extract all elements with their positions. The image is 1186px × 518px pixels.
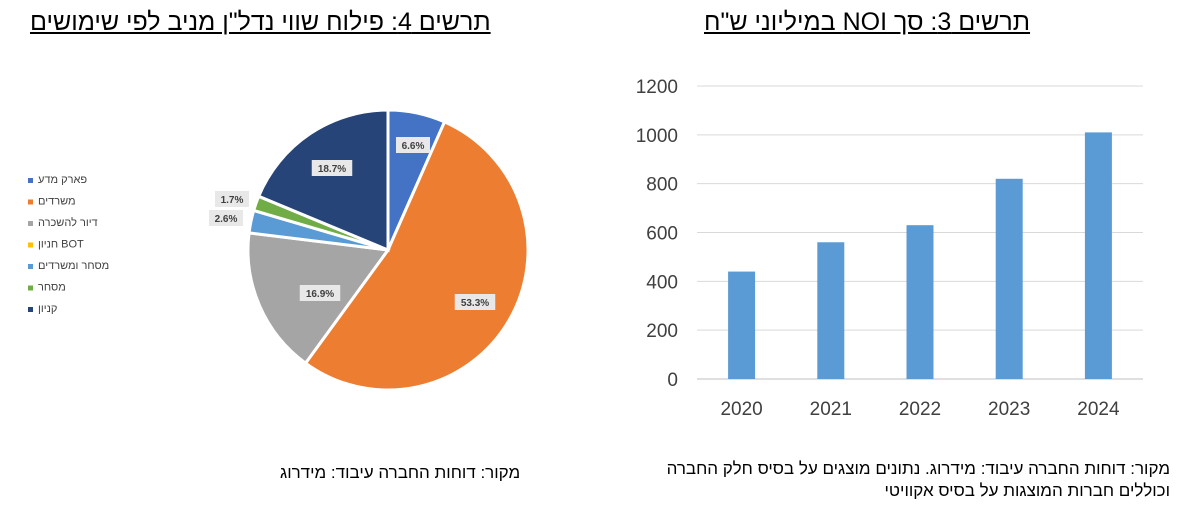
x-tick-label: 2020 (720, 399, 762, 420)
y-tick-label: 1000 (636, 126, 678, 147)
pie-slice (303, 119, 530, 392)
pie-data-label: 6.6% (402, 141, 425, 152)
legend-entry: פארק מדע (38, 174, 87, 186)
pie-data-label-box (299, 285, 341, 301)
pie-data-label: 18.7% (318, 164, 346, 175)
x-tick-label: 2023 (988, 399, 1030, 420)
legend-swatch (28, 178, 33, 183)
legend-entry: חניון BOT (38, 239, 84, 251)
bar (817, 242, 845, 379)
legend-swatch (28, 307, 33, 312)
bar-chart-source-line-1: מקור: דוחות החברה עיבוד: מידרוג. נתונים … (666, 459, 1170, 478)
x-tick-label: 2021 (810, 399, 852, 420)
x-tick-label: 2024 (1077, 399, 1120, 420)
pie-data-label: 16.9% (306, 289, 334, 300)
y-tick-label: 1200 (636, 77, 678, 98)
bar-chart: 0 200 400 600 800 1000 1200 2020 2021 2022 2023 202… (636, 77, 1143, 420)
y-tick-label: 0 (667, 370, 678, 391)
y-tick-label: 200 (646, 321, 678, 342)
pie-data-label: 2.6% (215, 214, 238, 225)
pie-data-label: 53.3% (461, 298, 489, 309)
bar-chart-source-line-2: וכוללים חברות המוצגות על בסיס אקוויטי (884, 481, 1170, 500)
pie-data-label-box (311, 160, 353, 176)
legend-swatch (28, 199, 33, 205)
bar (995, 178, 1023, 379)
pie-data-label: 1.7% (221, 195, 244, 206)
pie-data-label-box (209, 210, 243, 226)
pie-chart: 6.6% 53.3% 16.9% 2.6% 1.7% 18.7% פארק מדע משרדי… (28, 108, 530, 392)
legend-swatch (28, 242, 33, 248)
y-tick-label: 800 (646, 175, 678, 196)
pie-data-label-box (396, 137, 430, 153)
pie-chart-source: מקור: דוחות החברה עיבוד: מידרוג (280, 463, 521, 482)
x-tick-label: 2022 (899, 399, 941, 420)
y-tick-label: 600 (646, 224, 678, 245)
legend-swatch (28, 264, 33, 269)
bar (728, 271, 756, 379)
legend-entry: דיור להשכרה (38, 216, 98, 229)
bar-chart-title: תרשים 3: סך NOI במיליוני ש"ח (704, 8, 1031, 36)
pie-data-label-box (215, 191, 249, 207)
pie-data-label-box (454, 294, 496, 310)
bar (906, 225, 934, 379)
bar (1084, 132, 1112, 379)
bar-chart-source: מקור: דוחות החברה עיבוד: מידרוג. נתונים … (667, 458, 1170, 502)
legend-entry: משרדים (38, 196, 76, 208)
pie-chart-title: תרשים 4: פילוח שווי נדל"ן מניב לפי שימוש… (30, 8, 491, 36)
legend-swatch (28, 221, 33, 226)
legend-entry: מסחר ומשרדים (38, 260, 109, 272)
legend-entry: קניון (38, 303, 57, 315)
legend-entry: מסחר (38, 282, 66, 294)
pie-slice (256, 108, 390, 253)
y-tick-label: 400 (646, 272, 678, 293)
legend-swatch (28, 285, 33, 291)
